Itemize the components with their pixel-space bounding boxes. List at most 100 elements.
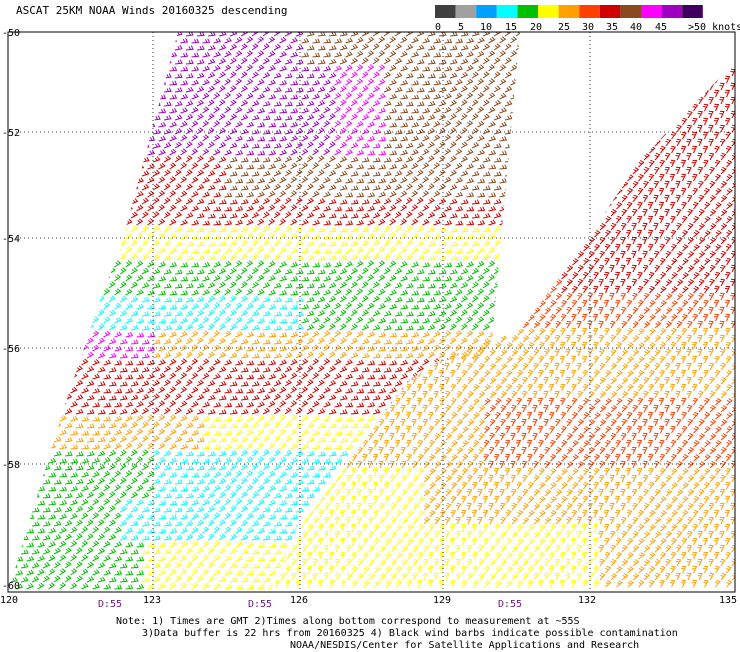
wind-barb xyxy=(70,275,79,282)
wind-barb xyxy=(609,96,615,105)
wind-barb xyxy=(577,237,585,245)
wind-barb xyxy=(719,96,725,105)
wind-barb xyxy=(136,387,145,394)
wind-barb xyxy=(59,330,67,338)
wind-barb xyxy=(516,187,523,196)
wind-barb xyxy=(605,174,612,182)
wind-barb xyxy=(361,409,370,415)
wind-barb xyxy=(389,122,398,128)
wind-barb xyxy=(185,436,194,443)
wind-barb xyxy=(571,103,577,112)
wind-barb xyxy=(284,155,293,163)
wind-barb xyxy=(273,449,281,457)
wind-barb xyxy=(251,267,259,275)
wind-barb xyxy=(548,159,555,168)
wind-barb xyxy=(378,36,386,44)
wind-barb xyxy=(621,222,627,231)
wind-barb xyxy=(433,80,442,86)
wind-barb xyxy=(554,138,561,147)
wind-barb xyxy=(92,274,100,282)
wind-barb xyxy=(174,365,182,373)
wind-barb xyxy=(114,360,123,366)
wind-barb xyxy=(213,540,221,548)
swath-east xyxy=(270,62,735,588)
wind-barb xyxy=(675,152,681,161)
wind-barb xyxy=(141,267,150,275)
wind-barb xyxy=(191,120,199,128)
wind-barb xyxy=(31,407,39,415)
wind-barb xyxy=(169,135,177,142)
wind-barb xyxy=(9,157,18,163)
wind-barb xyxy=(20,339,29,345)
wind-barb xyxy=(522,51,528,57)
wind-barb xyxy=(75,282,84,289)
wind-barb xyxy=(350,32,359,37)
wind-barb xyxy=(295,379,303,387)
wind-barb xyxy=(158,528,167,534)
wind-barb xyxy=(477,583,486,590)
wind-barb xyxy=(510,584,519,590)
wind-barb xyxy=(334,65,342,72)
wind-barb xyxy=(306,73,315,79)
wind-barb xyxy=(174,297,183,303)
wind-barb xyxy=(411,514,420,520)
wind-barb xyxy=(367,78,375,86)
wind-barb xyxy=(81,302,89,310)
wind-barb xyxy=(235,470,243,478)
wind-barb xyxy=(400,190,408,198)
wind-barb xyxy=(26,290,35,296)
wind-barb xyxy=(70,289,79,296)
wind-barb xyxy=(158,386,166,394)
wind-barb xyxy=(136,289,144,296)
wind-barb xyxy=(400,332,409,338)
wind-barb xyxy=(9,435,17,443)
wind-barb xyxy=(97,113,105,121)
wind-barb xyxy=(339,323,347,331)
wind-barb xyxy=(130,380,139,387)
wind-barb xyxy=(202,148,210,156)
wind-barb xyxy=(411,65,420,72)
wind-barb xyxy=(262,86,271,93)
wind-barb xyxy=(92,316,100,324)
wind-barb xyxy=(191,472,200,478)
wind-barb xyxy=(471,99,479,107)
wind-barb xyxy=(290,486,299,492)
wind-barb xyxy=(323,52,332,58)
wind-barb xyxy=(610,236,616,245)
wind-barb xyxy=(119,128,128,135)
wind-barb xyxy=(521,194,528,203)
wind-barb xyxy=(114,345,123,352)
wind-barb xyxy=(37,162,45,170)
wind-barb xyxy=(75,575,83,583)
wind-barb xyxy=(9,253,17,261)
wind-barb xyxy=(169,568,177,576)
wind-barb xyxy=(114,374,123,380)
wind-barb xyxy=(361,113,370,121)
wind-barb xyxy=(284,352,293,359)
wind-barb xyxy=(609,68,615,77)
wind-barb xyxy=(682,62,689,70)
wind-barb xyxy=(323,248,332,254)
wind-barb xyxy=(229,127,238,135)
wind-barb xyxy=(295,87,304,93)
wind-barb xyxy=(411,304,420,310)
wind-barb xyxy=(671,103,678,112)
wind-barb xyxy=(537,173,544,182)
wind-barb xyxy=(152,156,161,163)
wind-barb xyxy=(174,436,183,443)
wind-barb xyxy=(356,219,365,226)
wind-barb xyxy=(279,414,287,422)
wind-barb xyxy=(268,346,277,352)
wind-barb xyxy=(654,97,662,105)
wind-barb xyxy=(588,62,595,63)
wind-barb xyxy=(427,45,436,51)
wind-barb xyxy=(191,386,199,394)
wind-barb xyxy=(339,170,348,177)
wind-barb xyxy=(312,486,321,492)
wind-barb xyxy=(70,162,78,170)
wind-barb xyxy=(103,302,111,310)
wind-barb xyxy=(119,212,128,219)
wind-barb xyxy=(383,353,392,359)
wind-barb xyxy=(301,247,310,254)
wind-barb xyxy=(42,141,51,149)
